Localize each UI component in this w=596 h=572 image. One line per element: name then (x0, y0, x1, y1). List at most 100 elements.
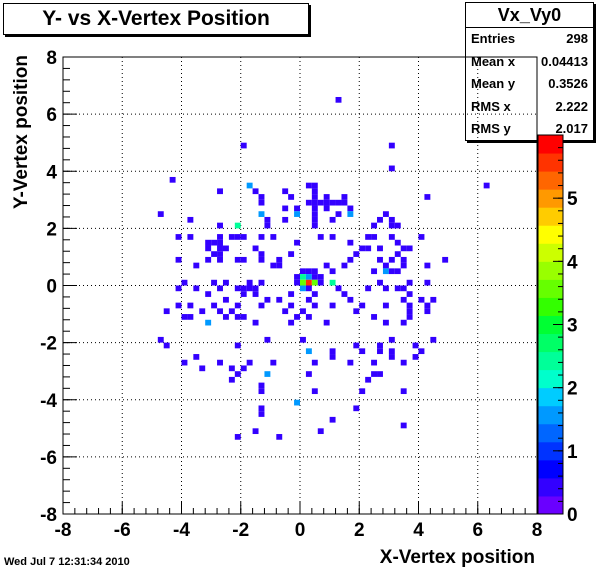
heatmap-cell (246, 182, 253, 189)
heatmap-cell (217, 234, 223, 240)
heatmap-cell (418, 234, 425, 240)
heatmap-cell (329, 268, 336, 275)
y-tick-label: -4 (40, 391, 57, 412)
heatmap-cell (270, 262, 277, 269)
heatmap-cell (234, 234, 241, 240)
palette-swatch (538, 261, 563, 280)
heatmap-cell (418, 348, 425, 355)
heatmap-cell (294, 239, 300, 246)
heatmap-cell (424, 262, 431, 269)
heatmap-cell (252, 428, 259, 435)
heatmap-cell (382, 285, 389, 292)
heatmap-cell (246, 359, 253, 366)
heatmap-cell (258, 411, 265, 417)
heatmap-cell (305, 274, 312, 280)
chart-title-box: Y- vs X-Vertex Position (3, 3, 309, 35)
heatmap-cell (240, 256, 247, 263)
heatmap-cell (300, 336, 306, 343)
heatmap-cell (400, 319, 407, 326)
stats-label: RMS x (471, 98, 511, 114)
x-tick-label: 4 (413, 520, 424, 541)
heatmap-cell (424, 302, 431, 309)
heatmap-cell (329, 416, 336, 423)
x-tick-label: 2 (354, 520, 365, 541)
heatmap-cell (300, 268, 306, 275)
stats-label: RMS y (471, 121, 511, 136)
heatmap-cell (217, 251, 223, 257)
x-tick-label: 8 (532, 520, 543, 541)
heatmap-cell (311, 182, 318, 189)
heatmap-cell (175, 285, 182, 292)
heatmap-cell (424, 194, 431, 200)
palette-swatch (538, 153, 563, 172)
heatmap-cell (382, 302, 389, 309)
heatmap-cell (388, 348, 395, 355)
heatmap-cell (305, 279, 312, 286)
heatmap-cell (264, 216, 271, 223)
heatmap-cell (412, 342, 419, 349)
heatmap-cell (359, 348, 366, 355)
heatmap-cell (175, 234, 182, 240)
heatmap-cell (347, 205, 354, 212)
heatmap-cell (311, 359, 318, 366)
heatmap-cell (276, 434, 283, 440)
heatmap-cell (377, 348, 383, 355)
heatmap-cell (388, 165, 395, 172)
heatmap-cell (217, 188, 223, 195)
heatmap-cell (317, 428, 324, 435)
stats-value: 0.3526 (548, 76, 588, 91)
palette-swatch (538, 225, 563, 244)
heatmap-cell (430, 336, 437, 343)
stats-row-entries: Entries 298 (466, 28, 593, 51)
heatmap-cell (234, 371, 241, 377)
heatmap-cell (311, 291, 318, 297)
heatmap-cell (335, 211, 342, 217)
heatmap-cell (311, 222, 318, 229)
heatmap-cell (300, 279, 306, 286)
heatmap-cell (400, 256, 407, 263)
palette-swatch (538, 189, 563, 208)
heatmap-cell (305, 314, 312, 320)
y-tick-label: 6 (46, 105, 57, 126)
heatmap-cell (382, 319, 389, 326)
heatmap-cell (169, 176, 176, 183)
palette-swatch (538, 405, 563, 425)
heatmap-cell (365, 245, 372, 252)
heatmap-cell (228, 376, 235, 383)
palette-swatch (538, 441, 563, 461)
heatmap-cell (205, 245, 212, 252)
heatmap-cell (217, 285, 223, 292)
heatmap-cell (388, 216, 395, 223)
heatmap-cell (311, 268, 318, 275)
heatmap-cell (305, 199, 312, 206)
stats-label: Mean y (471, 76, 516, 91)
x-axis-title: X-Vertex position (380, 547, 535, 568)
heatmap-cell (211, 239, 218, 246)
heatmap-cell (400, 262, 407, 269)
heatmap-cell (311, 274, 318, 280)
heatmap-cell (181, 279, 188, 286)
heatmap-cell (228, 234, 235, 240)
heatmap-cell (258, 199, 265, 206)
heatmap-cell (353, 342, 360, 349)
heatmap-cell (377, 279, 383, 286)
heatmap-cell (406, 291, 413, 297)
heatmap-cell (371, 268, 378, 275)
heatmap-cell (211, 251, 218, 257)
heatmap-cell (406, 279, 413, 286)
heatmap-cell (187, 216, 194, 223)
heatmap-cell (341, 194, 348, 200)
heatmap-cell (187, 234, 194, 240)
palette-swatch (538, 333, 563, 353)
heatmap-cell (329, 279, 336, 286)
stats-value: 2.222 (555, 98, 588, 114)
heatmap-cell (234, 256, 241, 263)
heatmap-cell (323, 319, 330, 326)
heatmap-cell (258, 279, 265, 286)
heatmap-cell (217, 239, 223, 246)
heatmap-cell (217, 245, 223, 252)
heatmap-cell (258, 211, 265, 217)
heatmap-cell (258, 256, 265, 263)
heatmap-cell (199, 365, 206, 372)
heatmap-cell (305, 371, 312, 377)
